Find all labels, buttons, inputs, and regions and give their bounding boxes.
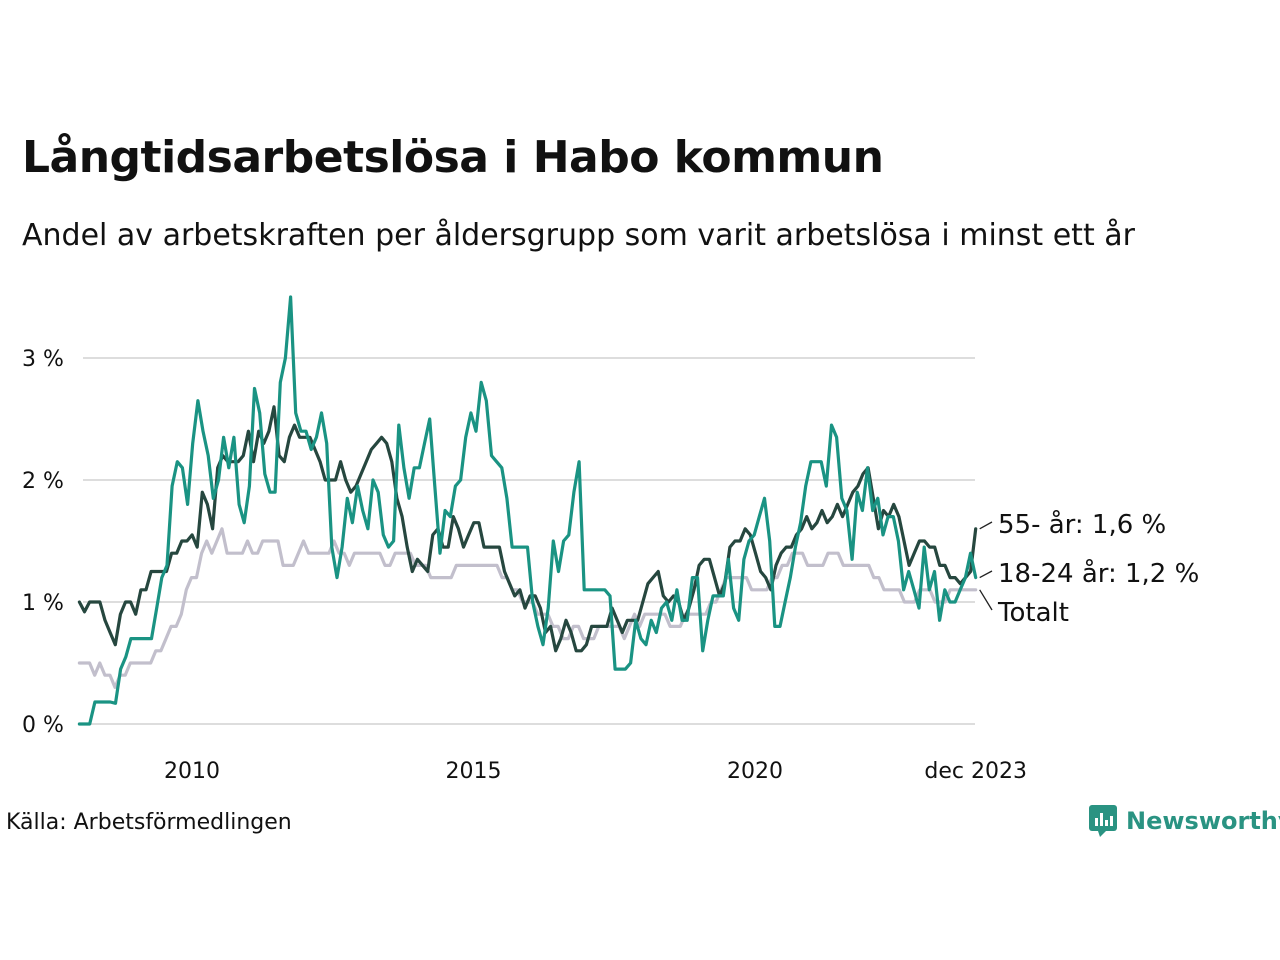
end-label-senior: 55- år: 1,6 % [998,509,1166,540]
y-tick-label: 3 % [22,347,64,372]
newsworthy-logo[interactable]: Newsworthy [1088,804,1280,838]
x-tick-label: dec 2023 [924,759,1027,784]
x-tick-label: 2020 [727,759,783,784]
chart-title: Långtidsarbetslösa i Habo kommun [22,132,884,183]
brand-name: Newsworthy [1126,807,1280,835]
y-tick-label: 0 % [22,713,64,738]
end-label-youth: 18-24 år: 1,2 % [998,558,1199,589]
end-label-total: Totalt [997,598,1069,628]
end-label-leader-senior [979,521,993,530]
end-label-leader-total [979,589,993,611]
source-note: Källa: Arbetsförmedlingen [6,810,292,835]
chart-subtitle: Andel av arbetskraften per åldersgrupp s… [22,218,1135,253]
axes: 0 % 1 % 2 % 3 % 2010 2015 2020 dec 2023 [22,347,1027,784]
x-tick-label: 2015 [446,759,502,784]
newsworthy-logo-icon [1089,805,1117,837]
end-labels: Totalt 55- år: 1,6 % 18-24 år: 1,2 % [979,509,1199,628]
end-label-leader-youth [979,570,993,579]
series-line-youth [77,295,978,726]
y-tick-label: 1 % [22,591,64,616]
x-tick-label: 2010 [164,759,220,784]
series-lines [77,295,978,726]
y-tick-label: 2 % [22,469,64,494]
series-line-senior [77,405,978,653]
